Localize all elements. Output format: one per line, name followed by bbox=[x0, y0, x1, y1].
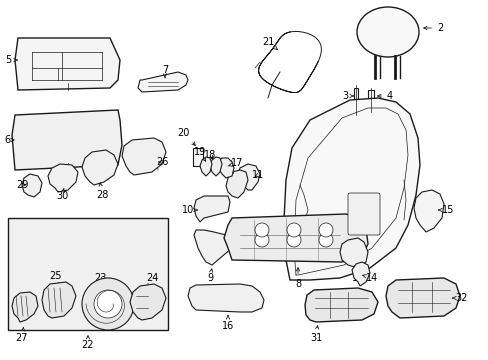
Text: 10: 10 bbox=[182, 205, 197, 215]
Polygon shape bbox=[138, 72, 187, 92]
Circle shape bbox=[254, 233, 268, 247]
Text: 26: 26 bbox=[156, 157, 168, 167]
Polygon shape bbox=[48, 164, 78, 192]
Polygon shape bbox=[224, 214, 367, 262]
Text: 27: 27 bbox=[16, 327, 28, 343]
Text: 19: 19 bbox=[193, 147, 206, 161]
Polygon shape bbox=[339, 238, 367, 268]
Polygon shape bbox=[385, 278, 459, 318]
Circle shape bbox=[94, 290, 122, 318]
Text: 7: 7 bbox=[162, 65, 168, 78]
Polygon shape bbox=[284, 98, 419, 280]
Circle shape bbox=[82, 278, 134, 330]
Text: 6: 6 bbox=[4, 135, 14, 145]
Text: 29: 29 bbox=[16, 180, 28, 190]
Polygon shape bbox=[305, 288, 377, 322]
Bar bbox=[8, 218, 168, 330]
Text: 23: 23 bbox=[94, 273, 106, 283]
Circle shape bbox=[318, 223, 332, 237]
Polygon shape bbox=[194, 230, 234, 265]
Text: 32: 32 bbox=[452, 293, 467, 303]
Text: 18: 18 bbox=[203, 150, 216, 160]
Polygon shape bbox=[413, 190, 443, 232]
Polygon shape bbox=[225, 170, 247, 198]
Circle shape bbox=[286, 233, 301, 247]
Text: 8: 8 bbox=[294, 268, 301, 289]
Text: 15: 15 bbox=[438, 205, 453, 215]
Text: 9: 9 bbox=[206, 269, 213, 283]
Text: 1: 1 bbox=[421, 195, 434, 205]
Circle shape bbox=[254, 223, 268, 237]
Polygon shape bbox=[367, 90, 373, 112]
Polygon shape bbox=[15, 38, 120, 90]
Circle shape bbox=[286, 223, 301, 237]
Text: 20: 20 bbox=[177, 128, 195, 145]
Text: 25: 25 bbox=[49, 271, 61, 287]
Text: 11: 11 bbox=[251, 170, 264, 180]
Polygon shape bbox=[12, 110, 122, 170]
Text: 24: 24 bbox=[145, 273, 158, 287]
Polygon shape bbox=[130, 284, 165, 320]
Polygon shape bbox=[42, 282, 76, 318]
Polygon shape bbox=[22, 174, 42, 197]
Polygon shape bbox=[200, 157, 212, 176]
Ellipse shape bbox=[356, 7, 418, 57]
Text: 16: 16 bbox=[222, 315, 234, 331]
Text: 28: 28 bbox=[96, 183, 108, 200]
Polygon shape bbox=[218, 158, 234, 178]
Text: 22: 22 bbox=[81, 340, 94, 350]
Text: 2: 2 bbox=[423, 23, 442, 33]
Polygon shape bbox=[353, 88, 357, 115]
Text: 17: 17 bbox=[227, 158, 243, 168]
Polygon shape bbox=[238, 164, 260, 190]
Text: 12: 12 bbox=[351, 266, 364, 283]
Polygon shape bbox=[351, 262, 369, 286]
Polygon shape bbox=[209, 157, 222, 176]
Polygon shape bbox=[82, 150, 118, 185]
Polygon shape bbox=[122, 138, 165, 175]
Polygon shape bbox=[187, 284, 264, 312]
Text: 4: 4 bbox=[377, 91, 392, 101]
Text: 30: 30 bbox=[56, 188, 68, 201]
FancyBboxPatch shape bbox=[347, 193, 379, 235]
Bar bbox=[193, 148, 203, 166]
Text: 3: 3 bbox=[341, 91, 353, 101]
Circle shape bbox=[318, 233, 332, 247]
Text: 14: 14 bbox=[362, 273, 377, 283]
Text: 5: 5 bbox=[5, 55, 17, 65]
Text: 21: 21 bbox=[261, 37, 277, 49]
Text: 13: 13 bbox=[222, 160, 234, 173]
Polygon shape bbox=[194, 196, 229, 222]
Polygon shape bbox=[12, 292, 38, 322]
Text: 31: 31 bbox=[309, 326, 322, 343]
